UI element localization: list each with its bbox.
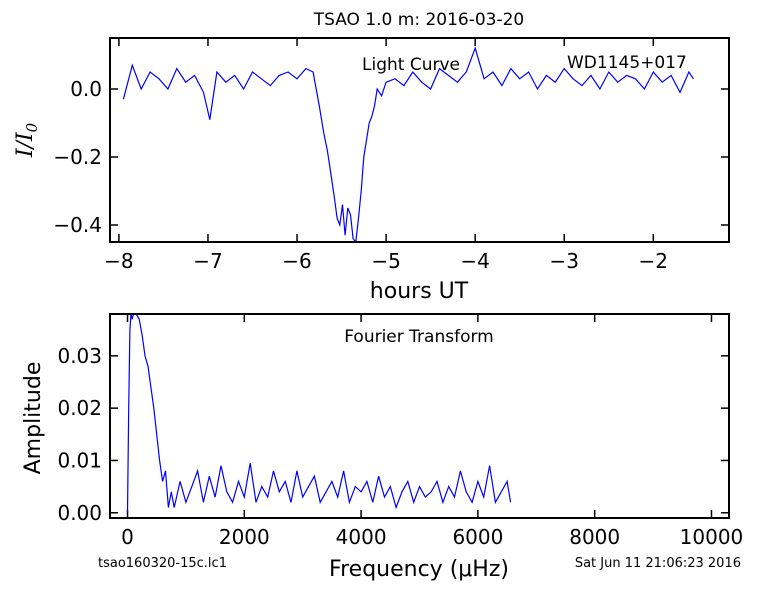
- light-curve-x-tick-label: −2: [639, 249, 668, 273]
- svg-text:I/I0: I/I0: [13, 122, 41, 158]
- fourier-y-axis-label: Amplitude: [21, 362, 46, 475]
- light-curve-y-tick-label: −0.4: [53, 213, 102, 237]
- light-curve-panel: −8 −7 −6 −5 −4 −3 −2 0.0 −0.2 −0.4 Light Curve WD…: [13, 37, 730, 304]
- light-curve-y-tick-label: 0.0: [70, 77, 102, 101]
- fourier-x-tick-label: 10000: [680, 525, 744, 549]
- fourier-x-tick-label: 4000: [336, 525, 387, 549]
- footer-timestamp: Sat Jun 11 21:06:23 2016: [575, 556, 741, 571]
- fourier-axes-frame: [109, 313, 730, 519]
- light-curve-axes-frame: [109, 37, 730, 243]
- fourier-series-line: [126, 314, 512, 513]
- fourier-y-tick-label: 0.02: [57, 396, 102, 420]
- light-curve-annotation: Light Curve: [362, 55, 460, 75]
- fourier-y-tick-label: 0.00: [57, 501, 102, 525]
- light-curve-series: [122, 46, 694, 242]
- fourier-x-axis-label: Frequency (μHz): [329, 557, 509, 582]
- fourier-x-tick-label: 8000: [569, 525, 620, 549]
- light-curve-x-tick-label: −5: [371, 249, 400, 273]
- light-curve-tick-labels: −8 −7 −6 −5 −4 −3 −2 0.0 −0.2 −0.4: [53, 77, 668, 273]
- fourier-x-tick-label: 0: [121, 525, 134, 549]
- fourier-tick-labels: 0 2000 4000 6000 8000 10000 0.00 0.01 0.02 0.03: [57, 344, 743, 549]
- light-curve-ticks: [110, 38, 729, 242]
- light-curve-x-tick-label: −7: [193, 249, 222, 273]
- fourier-x-tick-label: 6000: [452, 525, 503, 549]
- target-name-annotation: WD1145+017: [567, 53, 687, 73]
- light-curve-y-tick-label: −0.2: [53, 145, 102, 169]
- light-curve-x-tick-label: −6: [282, 249, 311, 273]
- fourier-series: [126, 314, 512, 513]
- light-curve-x-tick-label: −3: [549, 249, 578, 273]
- fourier-x-tick-label: 2000: [219, 525, 270, 549]
- light-curve-y-axis-label: I/I0: [13, 122, 41, 158]
- fourier-y-tick-label: 0.01: [57, 448, 102, 472]
- figure-title: TSAO 1.0 m: 2016-03-20: [313, 10, 525, 30]
- light-curve-x-tick-label: −4: [460, 249, 489, 273]
- fourier-panel: 0 2000 4000 6000 8000 10000 0.00 0.01 0.02 0.03 F…: [21, 313, 743, 582]
- light-curve-x-axis-label: hours UT: [370, 279, 469, 304]
- fourier-annotation: Fourier Transform: [344, 327, 493, 347]
- footer-filename: tsao160320-15c.lc1: [98, 556, 227, 571]
- fourier-y-tick-label: 0.03: [57, 344, 102, 368]
- light-curve-x-tick-label: −8: [104, 249, 133, 273]
- light-curve-series-line: [122, 46, 694, 242]
